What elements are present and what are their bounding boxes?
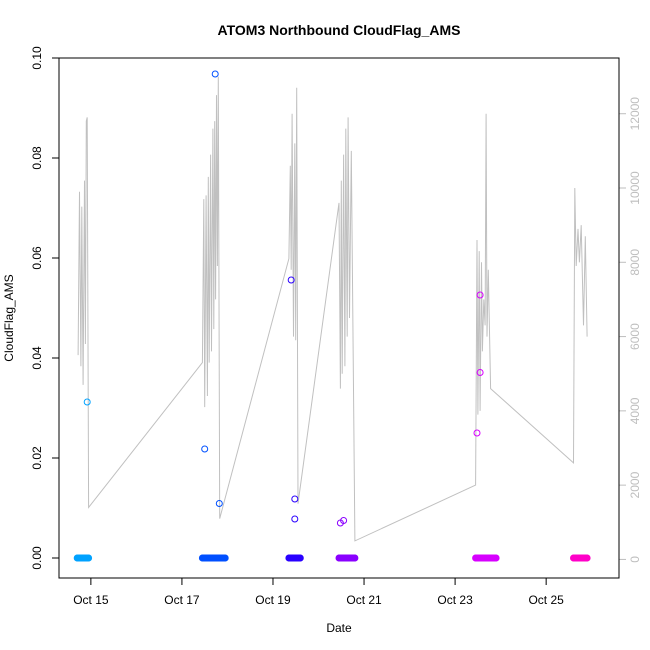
data-point — [291, 495, 299, 503]
data-point — [215, 500, 223, 507]
data-point-zero — [351, 554, 359, 562]
y2-tick-label: 4000 — [628, 397, 642, 424]
data-point — [211, 70, 219, 78]
data-point — [473, 429, 481, 437]
axes-layer: Oct 15 Oct 17 Oct 19 Oct 21 Oct 23 Oct 25 0.00… — [30, 46, 642, 607]
y-tick-label: 0.00 — [30, 546, 44, 570]
y2-tick-label: 2000 — [628, 471, 642, 498]
y2-tick-label: 6000 — [628, 323, 642, 350]
y-tick-label: 0.10 — [30, 46, 44, 70]
data-point-zero — [221, 554, 229, 562]
data-points-layer — [73, 70, 591, 562]
data-point — [340, 517, 348, 524]
x-tick-label: Oct 17 — [164, 593, 200, 607]
y-tick-label: 0.02 — [30, 446, 44, 470]
secondary-series-layer — [77, 76, 588, 542]
y-tick-label: 0.06 — [30, 246, 44, 270]
data-point-zero — [85, 554, 93, 562]
data-point — [476, 369, 484, 376]
chart-title: ATOM3 Northbound CloudFlag_AMS — [218, 22, 461, 38]
x-tick-label: Oct 23 — [437, 593, 473, 607]
x-tick-label: Oct 25 — [528, 593, 564, 607]
data-point-zero — [296, 554, 304, 562]
y-tick-label: 0.04 — [30, 346, 44, 370]
x-axis-label: Date — [326, 621, 352, 635]
x-tick-label: Oct 19 — [255, 593, 291, 607]
data-point — [83, 398, 91, 406]
x-tick-label: Oct 21 — [346, 593, 382, 607]
y-axis-label: CloudFlag_AMS — [2, 274, 16, 361]
data-point — [476, 291, 484, 299]
data-point — [201, 445, 209, 453]
x-tick-label: Oct 15 — [73, 593, 109, 607]
y2-tick-label: 12000 — [628, 97, 642, 131]
data-point-zero — [492, 554, 500, 562]
y2-tick-label: 8000 — [628, 249, 642, 276]
data-point — [291, 515, 299, 523]
y2-tick-label: 10000 — [628, 171, 642, 205]
secondary-series-line — [77, 76, 588, 542]
plot-frame — [58, 57, 620, 579]
y2-tick-label: 0 — [628, 556, 642, 563]
data-point-zero — [583, 554, 591, 562]
y-tick-label: 0.08 — [30, 146, 44, 170]
data-point — [287, 276, 295, 284]
